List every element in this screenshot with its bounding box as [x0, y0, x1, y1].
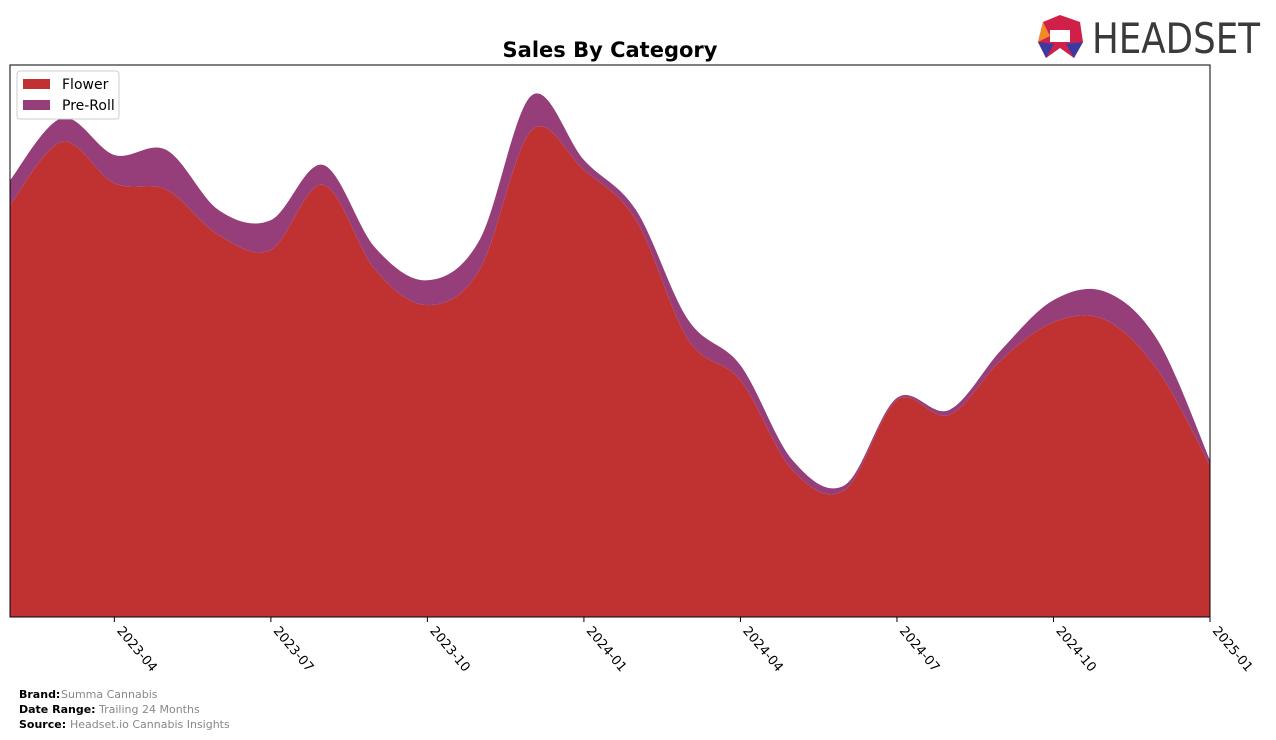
footer-value: Headset.io Cannabis Insights: [70, 718, 230, 731]
x-tick-label: 2023-07: [270, 624, 316, 675]
footer-key: Date Range:: [19, 703, 96, 716]
x-tick-label: 2024-10: [1052, 624, 1098, 675]
legend-label: Flower: [62, 77, 109, 93]
x-tick-label: 2023-10: [426, 624, 472, 675]
logo-text: HEADSET: [1092, 14, 1260, 63]
x-tick-label: 2024-04: [739, 624, 785, 675]
footer-value: Summa Cannabis: [61, 688, 158, 701]
x-tick-label: 2025-01: [1209, 624, 1255, 675]
legend-swatch: [23, 100, 50, 110]
footer-key: Brand:: [19, 688, 60, 701]
area: [10, 126, 1210, 618]
legend-label: Pre-Roll: [62, 98, 115, 114]
logo: HEADSET: [1038, 14, 1260, 63]
footer-key: Source:: [19, 718, 66, 731]
chart-title: Sales By Category: [503, 38, 718, 62]
x-tick-label: 2024-07: [896, 624, 942, 675]
x-tick-label: 2024-01: [583, 624, 629, 675]
legend-swatch: [23, 79, 50, 89]
plot-frame: [9, 64, 1211, 618]
footer-value: Trailing 24 Months: [98, 703, 200, 716]
x-tick-label: 2023-04: [113, 624, 159, 675]
